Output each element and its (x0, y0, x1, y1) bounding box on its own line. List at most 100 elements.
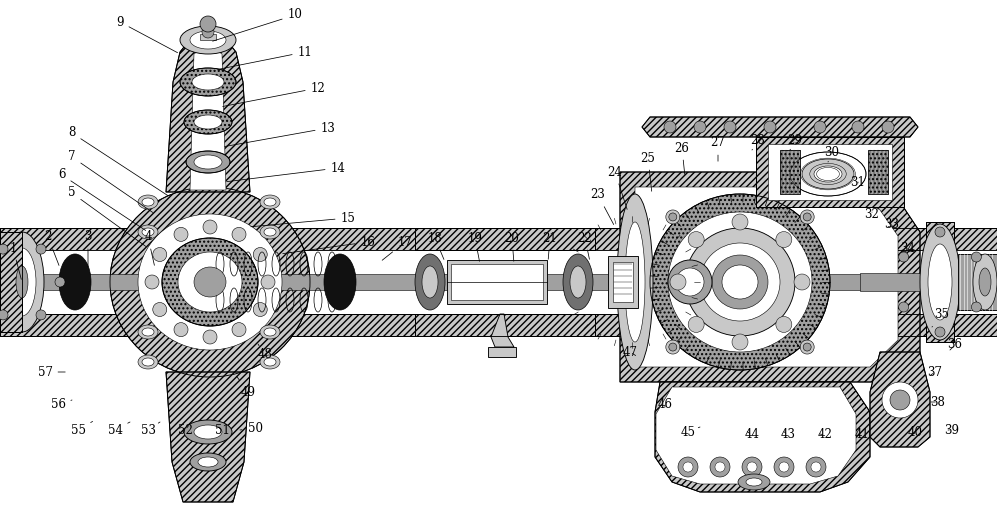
Ellipse shape (198, 457, 218, 467)
Bar (868, 150, 888, 194)
Text: 52: 52 (177, 424, 192, 437)
Bar (868, 150, 888, 194)
Text: 18: 18 (428, 231, 444, 259)
Ellipse shape (694, 121, 706, 133)
Ellipse shape (738, 474, 770, 490)
Ellipse shape (685, 228, 795, 336)
Text: 30: 30 (825, 145, 839, 162)
Text: 8: 8 (69, 127, 167, 195)
Ellipse shape (0, 244, 8, 254)
Bar (415, 228, 595, 250)
Text: 2: 2 (44, 230, 59, 265)
Ellipse shape (190, 453, 226, 471)
Ellipse shape (971, 252, 981, 262)
Polygon shape (870, 352, 930, 447)
Ellipse shape (260, 355, 280, 369)
Ellipse shape (563, 254, 593, 310)
Text: 57: 57 (38, 366, 65, 378)
Text: 53: 53 (141, 422, 160, 437)
Text: 42: 42 (818, 428, 832, 441)
Ellipse shape (776, 316, 792, 332)
Text: 28: 28 (751, 133, 766, 150)
Ellipse shape (232, 227, 246, 241)
Bar (415, 314, 595, 336)
Ellipse shape (664, 121, 676, 133)
Ellipse shape (260, 325, 280, 339)
Ellipse shape (617, 194, 653, 370)
Ellipse shape (928, 244, 952, 320)
Ellipse shape (746, 478, 762, 486)
Ellipse shape (142, 358, 154, 366)
Ellipse shape (59, 254, 91, 310)
Text: 16: 16 (283, 235, 376, 254)
Ellipse shape (804, 343, 812, 351)
Text: 34: 34 (900, 242, 915, 254)
Ellipse shape (162, 238, 258, 326)
Text: 37: 37 (927, 366, 942, 378)
Bar (608, 256, 638, 308)
Text: 40: 40 (907, 426, 922, 439)
Text: 54: 54 (108, 422, 130, 437)
Ellipse shape (192, 74, 224, 90)
Text: 51: 51 (214, 424, 229, 437)
Ellipse shape (138, 225, 158, 239)
Ellipse shape (742, 457, 762, 477)
Bar (0, 228, 997, 250)
Polygon shape (166, 372, 250, 502)
Ellipse shape (232, 322, 246, 337)
Ellipse shape (138, 214, 282, 350)
Bar (926, 222, 954, 342)
Ellipse shape (669, 343, 677, 351)
Ellipse shape (650, 194, 830, 370)
Ellipse shape (774, 457, 794, 477)
Text: 33: 33 (884, 218, 899, 231)
Bar (447, 260, 547, 304)
Ellipse shape (802, 159, 854, 189)
Ellipse shape (794, 274, 810, 290)
Ellipse shape (203, 220, 217, 234)
Ellipse shape (138, 325, 158, 339)
Ellipse shape (814, 166, 842, 182)
Ellipse shape (8, 248, 36, 316)
Text: 22: 22 (577, 231, 592, 259)
Ellipse shape (570, 266, 586, 298)
Ellipse shape (202, 26, 214, 38)
Ellipse shape (264, 228, 276, 236)
Bar (756, 137, 904, 207)
Bar (0, 232, 22, 332)
Text: 24: 24 (607, 166, 627, 209)
Text: 19: 19 (468, 231, 483, 261)
Ellipse shape (890, 390, 910, 410)
Ellipse shape (666, 210, 680, 224)
Ellipse shape (625, 222, 645, 342)
Ellipse shape (0, 310, 8, 320)
Ellipse shape (0, 232, 44, 332)
Text: 21: 21 (542, 231, 557, 259)
Ellipse shape (186, 151, 230, 173)
Text: 10: 10 (212, 8, 302, 41)
Ellipse shape (16, 266, 28, 298)
Ellipse shape (180, 26, 236, 54)
Text: 5: 5 (68, 187, 146, 246)
Ellipse shape (264, 198, 276, 206)
Text: 32: 32 (864, 208, 879, 221)
Bar (0, 314, 997, 336)
Ellipse shape (422, 266, 438, 298)
Bar (756, 137, 904, 207)
Text: 35: 35 (932, 308, 949, 327)
Ellipse shape (732, 334, 748, 350)
Ellipse shape (920, 224, 960, 340)
Ellipse shape (971, 302, 981, 312)
Ellipse shape (264, 358, 276, 366)
Ellipse shape (979, 268, 991, 296)
Polygon shape (491, 314, 514, 347)
Text: 14: 14 (226, 162, 345, 182)
Ellipse shape (747, 462, 757, 472)
Ellipse shape (806, 457, 826, 477)
Ellipse shape (174, 322, 188, 337)
Text: 7: 7 (68, 151, 153, 213)
Text: 46: 46 (657, 399, 673, 412)
Text: 41: 41 (854, 428, 869, 441)
Text: 23: 23 (590, 189, 614, 225)
Ellipse shape (973, 254, 997, 310)
